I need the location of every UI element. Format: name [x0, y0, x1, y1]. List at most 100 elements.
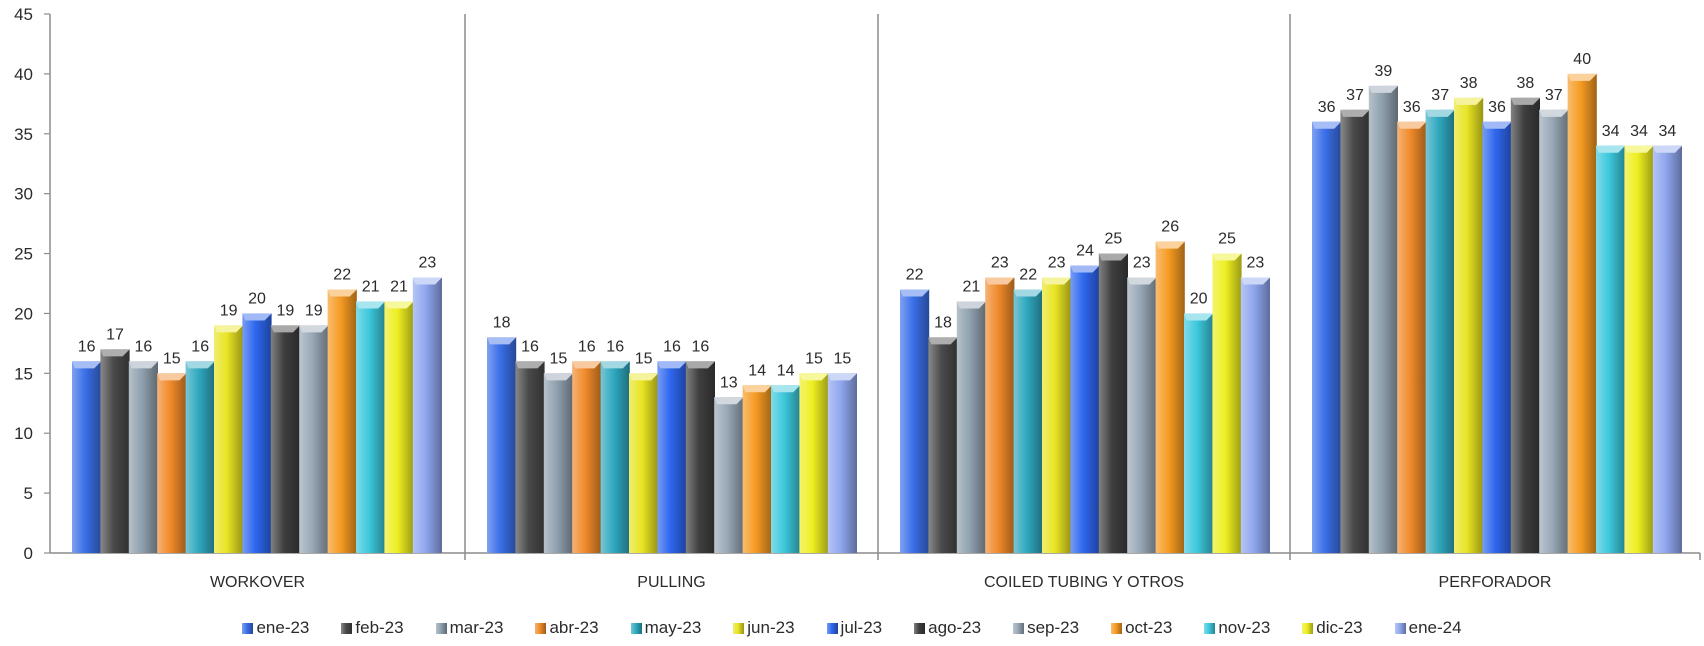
data-label: 21 [362, 278, 380, 295]
bar-abr-23-pulling [572, 361, 602, 553]
legend-swatch [1111, 622, 1123, 634]
data-label: 15 [635, 350, 653, 367]
bar-top-face [327, 289, 357, 297]
legend-label: jul-23 [840, 618, 883, 637]
bar-top-face [1184, 313, 1214, 321]
legend-item: jun-23 [733, 618, 795, 638]
data-label: 16 [663, 338, 681, 355]
data-label: 16 [692, 338, 710, 355]
legend-label: jun-23 [747, 618, 795, 637]
data-label: 16 [135, 338, 153, 355]
bar-top-face [157, 373, 187, 381]
legend-swatch [435, 622, 447, 634]
y-tick-label: 20 [14, 304, 33, 323]
y-tick-label: 30 [14, 185, 33, 204]
bar-top-face [299, 325, 329, 333]
bar-top-face [1539, 109, 1569, 117]
bar-sep-23-perforador [1539, 109, 1569, 554]
y-tick-label: 0 [24, 544, 33, 563]
bar-top-face [685, 361, 715, 369]
bar-may-23-coiled-tubing-y-otros [1013, 289, 1043, 553]
bar-sep-23-workover [299, 325, 329, 553]
legend-label: may-23 [644, 618, 702, 637]
bar-mar-23-pulling [543, 373, 573, 553]
bar-top-face [572, 361, 602, 369]
data-label: 38 [1517, 75, 1535, 92]
bar-top-face [928, 337, 958, 345]
legend-label: abr-23 [549, 618, 599, 637]
legend-label: feb-23 [355, 618, 404, 637]
legend-swatch [914, 622, 926, 634]
legend-item: mar-23 [435, 618, 503, 638]
legend-item: dic-23 [1302, 618, 1363, 638]
data-label: 37 [1346, 87, 1364, 104]
data-label: 21 [963, 278, 981, 295]
y-tick-label: 15 [14, 364, 33, 383]
bar-ago-23-workover [270, 325, 300, 553]
bar-top-face [1652, 145, 1682, 153]
y-tick-label: 40 [14, 65, 33, 84]
data-label: 14 [777, 362, 795, 379]
bar-nov-23-pulling [771, 385, 801, 553]
legend-swatch [733, 622, 745, 634]
bar-top-face [487, 337, 517, 345]
bar-top-face [1098, 253, 1128, 261]
bar-oct-23-perforador [1567, 73, 1597, 553]
data-label: 15 [550, 350, 568, 367]
bars [72, 73, 1682, 554]
data-label: 21 [390, 278, 408, 295]
y-tick-label: 10 [14, 424, 33, 443]
bar-sep-23-coiled-tubing-y-otros [1127, 277, 1157, 553]
bar-jul-23-coiled-tubing-y-otros [1070, 265, 1100, 553]
bar-may-23-perforador [1425, 109, 1455, 554]
bar-jul-23-perforador [1482, 121, 1512, 554]
bar-top-face [1397, 121, 1427, 129]
legend-label: nov-23 [1218, 618, 1271, 637]
bar-mar-23-perforador [1368, 85, 1398, 553]
bar-top-face [412, 277, 442, 285]
bar-top-face [657, 361, 687, 369]
bar-top-face [1596, 145, 1626, 153]
legend-item: may-23 [630, 618, 702, 638]
data-label: 37 [1431, 87, 1449, 104]
category-label: PERFORADOR [1439, 574, 1552, 591]
bar-top-face [1212, 253, 1242, 261]
bar-jul-23-pulling [657, 361, 687, 553]
bar-top-face [1340, 109, 1370, 117]
bar-feb-23-pulling [515, 361, 545, 553]
bar-jun-23-workover [214, 325, 244, 553]
bar-top-face [1624, 145, 1654, 153]
legend-label: ene-24 [1408, 618, 1462, 637]
legend-item: ene-24 [1394, 618, 1462, 638]
bar-top-face [799, 373, 829, 381]
legend-swatch [341, 622, 353, 634]
bar-ago-23-pulling [685, 361, 715, 553]
data-label: 23 [1133, 255, 1151, 272]
bar-top-face [1070, 265, 1100, 273]
legend-label: ene-23 [256, 618, 310, 637]
data-label: 16 [521, 338, 539, 355]
legend-item: jul-23 [826, 618, 883, 638]
legend-swatch [630, 622, 642, 634]
bar-ene-23-coiled-tubing-y-otros [900, 289, 930, 553]
data-label: 37 [1545, 87, 1563, 104]
bar-abr-23-workover [157, 373, 187, 553]
y-tick-label: 45 [14, 5, 33, 24]
bar-dic-23-pulling [799, 373, 829, 553]
bar-ene-23-workover [72, 361, 102, 553]
bar-sep-23-pulling [714, 397, 744, 553]
data-label: 38 [1460, 75, 1478, 92]
legend-label: oct-23 [1125, 618, 1173, 637]
axes: 0 5 10 15 20 25 30 35 40 45 WORKOVER PULLING COILED … [14, 5, 1701, 591]
legend-swatch [1394, 622, 1406, 634]
bar-dic-23-workover [384, 301, 414, 553]
data-label: 18 [493, 314, 511, 331]
bar-abr-23-coiled-tubing-y-otros [985, 277, 1015, 553]
bar-top-face [1567, 73, 1597, 81]
data-label: 22 [1019, 266, 1037, 283]
bar-oct-23-pulling [742, 385, 772, 553]
legend-swatch [1302, 622, 1314, 634]
legend-label: ago-23 [928, 618, 982, 637]
bar-ago-23-coiled-tubing-y-otros [1098, 253, 1128, 554]
data-label: 40 [1573, 51, 1591, 68]
